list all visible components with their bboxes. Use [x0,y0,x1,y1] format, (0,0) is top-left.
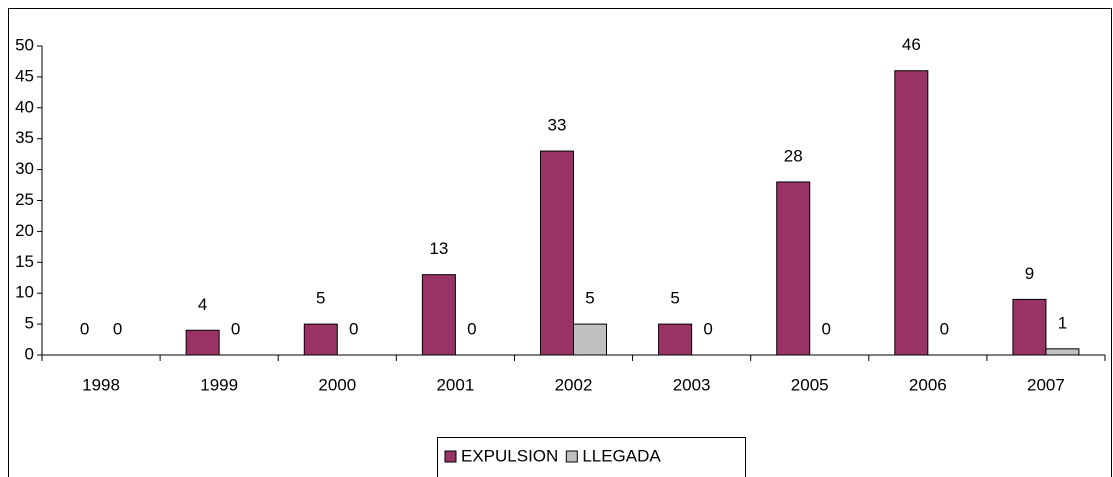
value-label: 5 [670,289,679,308]
y-tick-label: 25 [15,190,34,209]
y-tick-label: 35 [15,128,34,147]
x-tick-label: 2005 [791,375,829,394]
value-label: 0 [821,319,830,338]
bar [185,329,220,356]
bar [894,70,929,356]
value-label: 46 [902,35,921,54]
legend-label: EXPULSION [461,446,558,465]
x-tick-label: 2000 [318,375,356,394]
y-tick-label: 15 [15,252,34,271]
value-label: 4 [198,295,207,314]
x-tick-label: 1998 [82,375,120,394]
value-label: 1 [1058,313,1067,332]
y-tick-label: 45 [15,66,34,85]
x-tick-label: 2007 [1027,375,1065,394]
x-tick-label: 1999 [200,375,238,394]
legend-label: LLEGADA [582,446,661,465]
x-tick-label: 2006 [909,375,947,394]
value-label: 5 [316,289,325,308]
bar [1012,298,1047,356]
x-tick-label: 2003 [673,375,711,394]
legend-swatch [444,450,457,463]
value-label: 0 [231,319,240,338]
y-tick-label: 30 [15,159,34,178]
value-label: 0 [703,319,712,338]
bar [573,323,607,356]
x-tick-label: 2002 [555,375,593,394]
value-label: 0 [349,319,358,338]
value-label: 33 [548,116,567,135]
value-label: 0 [940,319,949,338]
value-label: 0 [467,319,476,338]
value-label: 13 [429,239,448,258]
bar [1045,348,1080,356]
x-tick-label: 2001 [436,375,474,394]
value-label: 5 [585,289,594,308]
y-tick-label: 40 [15,97,34,116]
bar [776,181,811,356]
y-tick-label: 50 [15,35,34,54]
bar [303,323,338,356]
bar [540,150,574,356]
y-tick-label: 20 [15,221,34,240]
legend-box [437,437,746,477]
y-tick-label: 10 [15,283,34,302]
legend-swatch [565,450,578,463]
y-tick-label: 0 [25,344,34,363]
value-label: 0 [80,319,89,338]
bar [421,274,456,356]
value-label: 28 [784,146,803,165]
value-label: 9 [1025,264,1034,283]
y-tick-label: 5 [25,314,34,333]
value-label: 0 [113,319,122,338]
bar [658,323,693,356]
